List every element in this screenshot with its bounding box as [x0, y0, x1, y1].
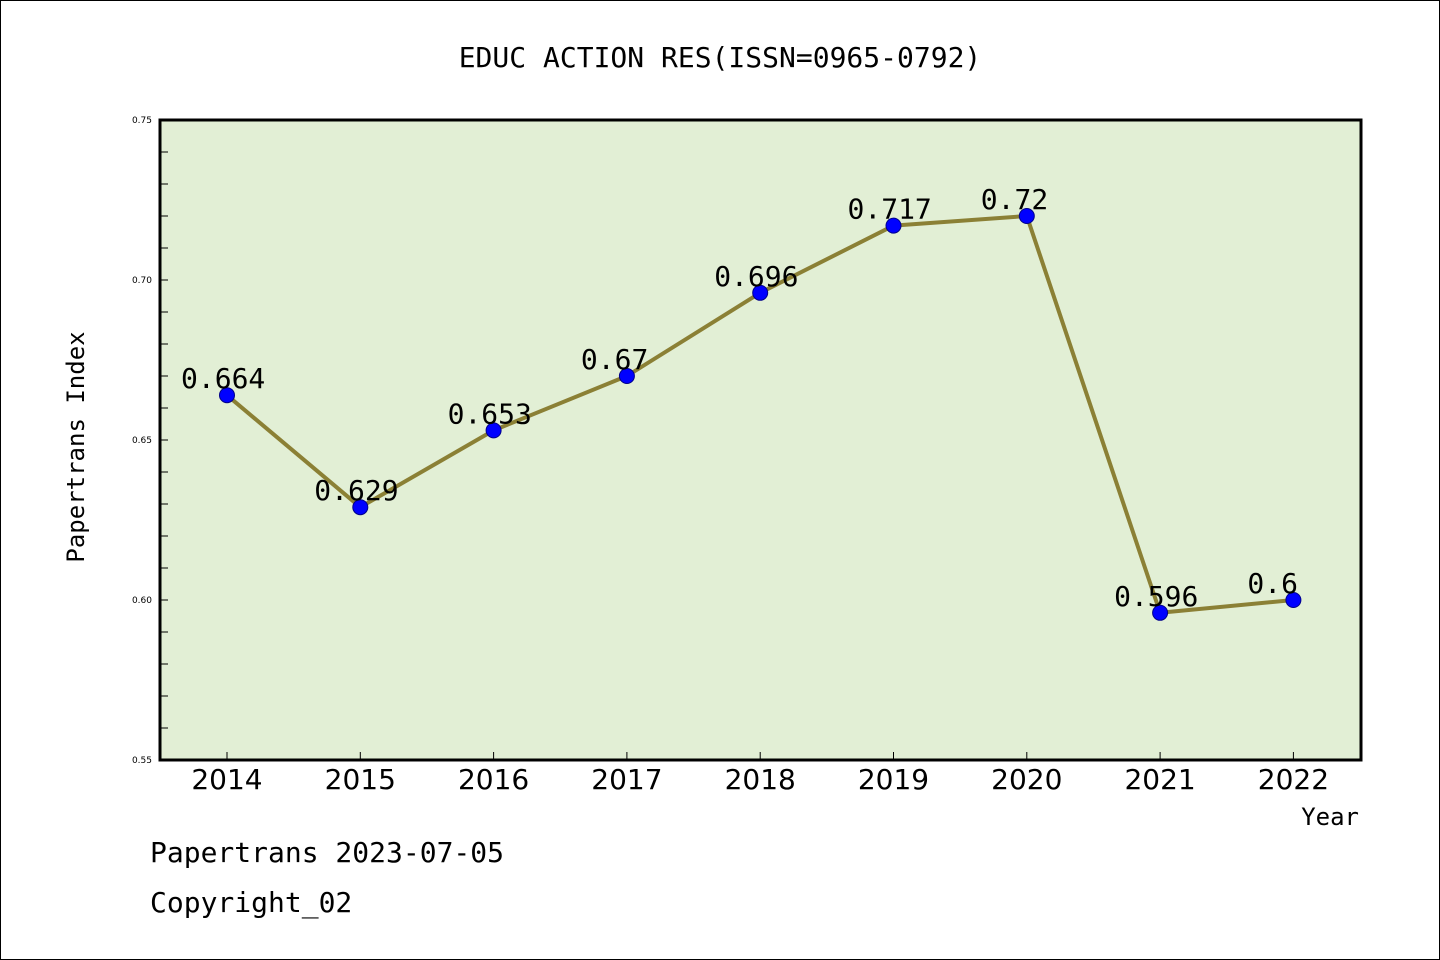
- x-tick-label: 2019: [858, 763, 929, 796]
- x-tick-label: 2017: [591, 763, 662, 796]
- data-label: 0.67: [581, 343, 648, 376]
- data-label: 0.653: [448, 397, 532, 430]
- data-point: [1285, 592, 1302, 608]
- data-label: 0.696: [714, 260, 798, 293]
- plot-area: [158, 118, 1363, 762]
- y-tick-label: 0.55: [132, 756, 152, 766]
- x-tick-label: 2016: [458, 763, 529, 796]
- x-tick-label: 2022: [1258, 763, 1329, 796]
- y-tick-label: 0.60: [132, 596, 152, 606]
- x-tick-label: 2018: [725, 763, 796, 796]
- data-point: [352, 499, 369, 516]
- data-label: 0.72: [981, 183, 1048, 216]
- chart-title: EDUC ACTION RES(ISSN=0965-0792): [459, 41, 982, 74]
- data-series: [219, 208, 1302, 621]
- y-tick-label: 0.75: [132, 116, 152, 126]
- data-point: [1018, 208, 1035, 224]
- data-label: 0.629: [314, 474, 398, 507]
- x-tick-label: 2014: [191, 763, 262, 796]
- x-axis: 2014 2015 2016 2017 2018 2019 2020 2021 2022: [191, 752, 1329, 796]
- y-tick-label: 0.65: [132, 436, 152, 446]
- data-label: 0.6: [1247, 567, 1298, 600]
- y-axis: 0.55 0.60 0.65 0.70 0.75: [132, 116, 168, 766]
- data-point: [219, 387, 235, 404]
- data-labels: 0.664 0.629 0.653 0.67 0.696 0.717 0.72 0.596 0.…: [181, 183, 1298, 613]
- data-point: [885, 217, 902, 234]
- footer-copyright: Copyright_02: [150, 886, 353, 919]
- x-tick-label: 2015: [325, 763, 396, 796]
- y-axis-label: Papertrans Index: [62, 331, 90, 562]
- x-tick-label: 2021: [1124, 763, 1195, 796]
- data-point: [1152, 604, 1169, 621]
- x-axis-label: Year: [1301, 803, 1359, 831]
- data-label: 0.664: [181, 362, 265, 395]
- x-tick-label: 2020: [991, 763, 1062, 796]
- footer-date: Papertrans 2023-07-05: [150, 836, 505, 869]
- data-point: [618, 368, 635, 384]
- data-label: 0.717: [848, 193, 932, 226]
- data-point: [752, 284, 769, 301]
- data-point: [485, 422, 502, 439]
- y-tick-label: 0.70: [132, 276, 152, 286]
- data-label: 0.596: [1114, 580, 1198, 613]
